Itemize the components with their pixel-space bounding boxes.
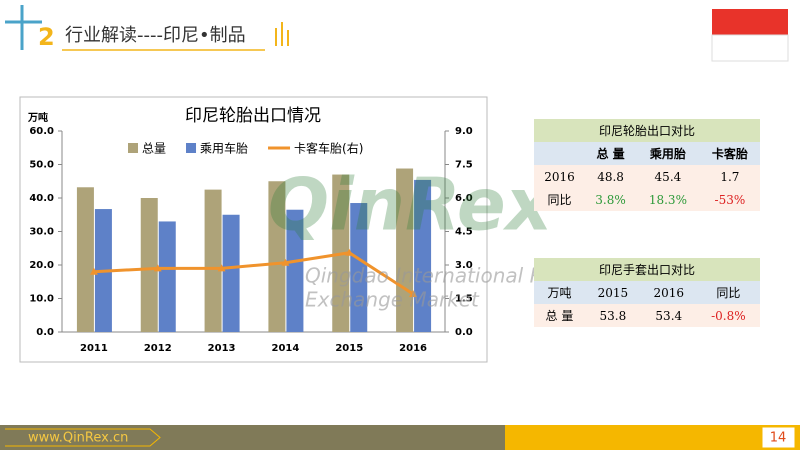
y-tick-label: 10.0: [29, 294, 54, 305]
y2-tick-label: 3.0: [455, 260, 473, 271]
bar: [414, 179, 432, 332]
marker: [345, 248, 354, 256]
table-cell: 1.7: [699, 165, 760, 188]
page-number: 14: [770, 431, 787, 446]
table-cell: [534, 142, 586, 165]
table-cell: -53%: [699, 188, 760, 211]
y2-tick-label: 9.0: [455, 126, 473, 137]
table-cell: 18.3%: [636, 188, 700, 211]
legend-label: 总量: [142, 142, 166, 156]
y-axis-unit: 万吨: [27, 111, 48, 124]
watermark-text: Exchange Market: [305, 288, 480, 312]
glove-table: 印尼手套出口对比 万吨 2015 2016 同比总 量 53.8 53.4 -0.8%: [534, 258, 760, 327]
table-cell: 3.8%: [585, 188, 637, 211]
table-title: 印尼手套出口对比: [534, 258, 760, 281]
bar: [350, 203, 368, 332]
table-cell: 同比: [534, 188, 586, 211]
tire-table: 印尼轮胎出口对比总 量乘用胎 卡客胎 2016 48.8 45.4 1.7 同比 3.8% 18…: [534, 119, 760, 211]
y-tick-label: 50.0: [29, 160, 54, 171]
bar: [268, 181, 286, 332]
marker: [281, 258, 290, 266]
bar: [158, 221, 176, 332]
x-tick-label: 2012: [144, 343, 172, 354]
x-tick-label: 2014: [271, 343, 299, 354]
table-cell: 卡客胎: [699, 142, 760, 165]
table-cell: 2016: [640, 281, 697, 304]
table-cell: 总 量: [534, 304, 585, 327]
y-tick-label: 30.0: [29, 227, 54, 238]
page-title: 行业解读----印尼•制品: [65, 25, 246, 46]
y2-tick-label: 0.0: [455, 327, 473, 338]
watermark-logo: QinRex: [268, 163, 555, 247]
line: [93, 251, 414, 296]
y2-tick-label: 7.5: [455, 160, 473, 171]
y-tick-label: 20.0: [29, 260, 54, 271]
table-cell: 乘用胎: [636, 142, 700, 165]
table-cell: 总 量: [585, 142, 637, 165]
table-title: 印尼轮胎出口对比: [534, 119, 760, 142]
marker: [409, 290, 418, 298]
y-tick-label: 0.0: [36, 327, 54, 338]
x-tick-label: 2015: [335, 343, 363, 354]
bar: [140, 198, 158, 332]
y2-tick-label: 6.0: [455, 193, 473, 204]
y-tick-label: 60.0: [29, 126, 54, 137]
y2-tick-label: 4.5: [455, 227, 473, 238]
legend-label: 乘用车胎: [200, 141, 248, 156]
legend-swatch: [128, 143, 138, 153]
y2-tick-label: 1.5: [455, 294, 473, 305]
table-cell: 同比: [696, 281, 760, 304]
chart-title: 印尼轮胎出口情况: [185, 106, 321, 126]
table-cell: 53.8: [584, 304, 641, 327]
marker: [217, 264, 226, 272]
table-cell: 48.8: [585, 165, 637, 188]
legend-label: 卡客车胎(右): [294, 141, 363, 156]
table-cell: 2016: [534, 165, 586, 188]
bar: [222, 214, 240, 332]
bar: [286, 209, 304, 332]
section-number: 2: [38, 23, 55, 51]
table-cell: 45.4: [636, 165, 700, 188]
y-tick-label: 40.0: [29, 193, 54, 204]
bar: [76, 187, 94, 332]
table-cell: -0.8%: [696, 304, 760, 327]
bar: [204, 189, 222, 332]
x-tick-label: 2013: [208, 343, 236, 354]
table-cell: 53.4: [640, 304, 697, 327]
table-cell: 2015: [584, 281, 641, 304]
x-tick-label: 2011: [80, 343, 108, 354]
x-tick-label: 2016: [399, 343, 427, 354]
legend-swatch: [186, 143, 197, 153]
footer-url[interactable]: www.QinRex.cn: [28, 431, 128, 446]
table-cell: 万吨: [534, 281, 585, 304]
marker: [153, 264, 162, 272]
marker: [89, 267, 98, 275]
